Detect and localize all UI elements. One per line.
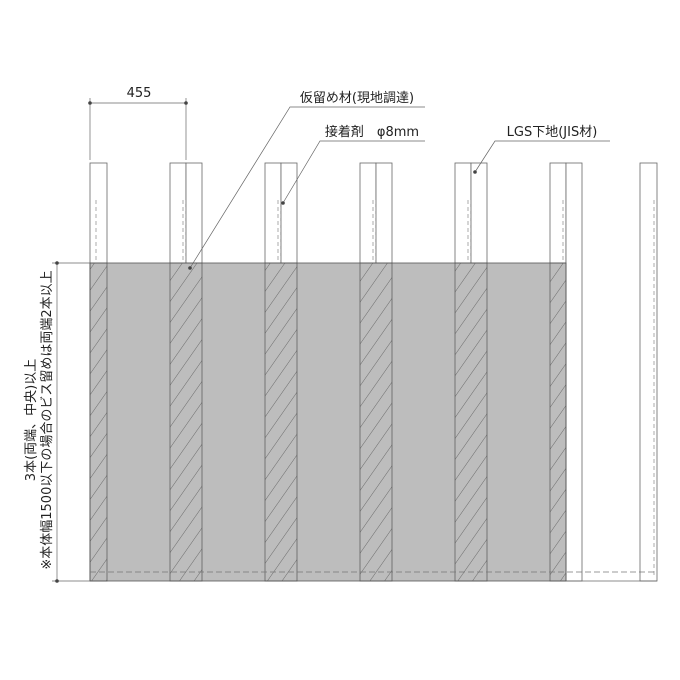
leader [189,106,425,269]
stud-hatch [454,262,488,582]
dim-dot [55,261,59,265]
stud [639,162,658,582]
callout-label: LGS下地(JIS材) [507,125,598,140]
panel [89,262,567,582]
stud-hatch [549,262,567,582]
stud-hatch [169,262,203,582]
dim-dot [184,101,188,105]
dim-dot [55,579,59,583]
dimension-label: 455 [127,86,152,101]
side-note: 3本(両端、中央)以上 [24,359,39,481]
leader-dot [473,170,477,174]
callout-label: 接着剤 φ8mm [325,124,419,140]
stud [565,162,583,582]
leader [282,140,425,204]
dim-dot [88,101,92,105]
leader-dot [188,266,192,270]
side-note: ※本体幅1500以下の場合のビス留めは両端2本以上 [40,270,55,569]
leader [474,140,610,173]
stud-hatch [89,262,108,582]
callout-label: 仮留め材(現地調達) [300,91,414,106]
leader-dot [281,201,285,205]
stud-hatch [264,262,298,582]
stud-hatch [359,262,393,582]
hatched-studs [89,262,567,582]
